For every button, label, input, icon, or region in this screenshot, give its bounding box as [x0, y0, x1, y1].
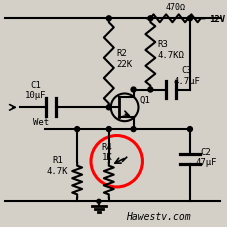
Text: 12V: 12V	[208, 15, 224, 24]
Text: C2
47µF: C2 47µF	[194, 147, 216, 166]
Text: R4
1K: R4 1K	[101, 142, 112, 162]
Circle shape	[96, 200, 101, 203]
Text: Wet: Wet	[33, 118, 49, 127]
Text: R3
4.7KΩ: R3 4.7KΩ	[157, 40, 183, 59]
Circle shape	[131, 88, 136, 93]
Text: C3
4.7µF: C3 4.7µF	[173, 66, 200, 85]
Circle shape	[147, 17, 152, 22]
Circle shape	[74, 127, 79, 132]
Text: R2
22K: R2 22K	[116, 49, 132, 68]
Circle shape	[187, 127, 192, 132]
Circle shape	[106, 127, 111, 132]
Text: 470Ω: 470Ω	[165, 3, 185, 12]
Text: R1
4.7K: R1 4.7K	[46, 156, 68, 175]
Circle shape	[106, 105, 111, 110]
Text: Q1: Q1	[139, 96, 150, 105]
Circle shape	[147, 88, 152, 93]
Text: Hawestv.com: Hawestv.com	[125, 211, 190, 221]
Circle shape	[187, 17, 192, 22]
Circle shape	[106, 17, 111, 22]
Text: C1
10µF: C1 10µF	[25, 81, 46, 100]
Circle shape	[131, 127, 136, 132]
